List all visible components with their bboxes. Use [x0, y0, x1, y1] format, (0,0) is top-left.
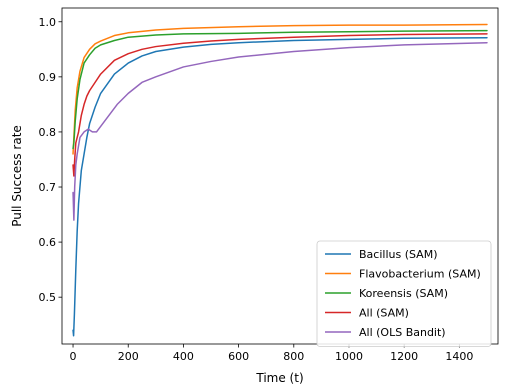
series-line-5	[72, 41, 488, 221]
x-tick-label: 800	[283, 350, 304, 363]
legend-box	[316, 240, 492, 347]
legend-label: Flavobacterium (SAM)	[359, 268, 481, 281]
legend-label: Koreensis (SAM)	[359, 287, 448, 300]
legend: Bacillus (SAM) Flavobacterium (SAM) Koreen…	[316, 240, 492, 347]
x-tick-label: 0	[70, 350, 77, 363]
y-tick-label: 0.5	[39, 291, 57, 304]
series-line-2	[72, 23, 488, 155]
series-line-3	[72, 29, 488, 150]
y-tick-label: 1.0	[39, 16, 57, 29]
y-tick-label: 0.9	[39, 71, 57, 84]
y-tick-label: 0.8	[39, 126, 57, 139]
axes-border	[61, 7, 499, 345]
legend-label: All (SAM)	[359, 307, 409, 320]
x-tick-label: 1000	[335, 350, 363, 363]
x-axis-label: Time (t)	[255, 371, 303, 385]
y-tick-label: 0.7	[39, 181, 57, 194]
series-line-1	[72, 36, 488, 337]
axes-frame	[61, 7, 499, 345]
legend-label: Bacillus (SAM)	[359, 248, 438, 261]
y-axis-label: Pull Success rate	[10, 125, 24, 227]
series-line-4	[72, 33, 488, 177]
x-tick-label: 1200	[390, 350, 418, 363]
x-tick-label: 600	[228, 350, 249, 363]
x-tick-label: 1400	[445, 350, 473, 363]
x-tick-label: 400	[173, 350, 194, 363]
ticks-layer: 0 200 400 600 800 1000 1200 1400 0.5 0.6 0.7 0.8 0.9…	[39, 16, 474, 363]
series-layer	[72, 23, 488, 337]
y-tick-label: 0.6	[39, 236, 57, 249]
x-tick-label: 200	[118, 350, 139, 363]
legend-label: All (OLS Bandit)	[359, 326, 446, 339]
